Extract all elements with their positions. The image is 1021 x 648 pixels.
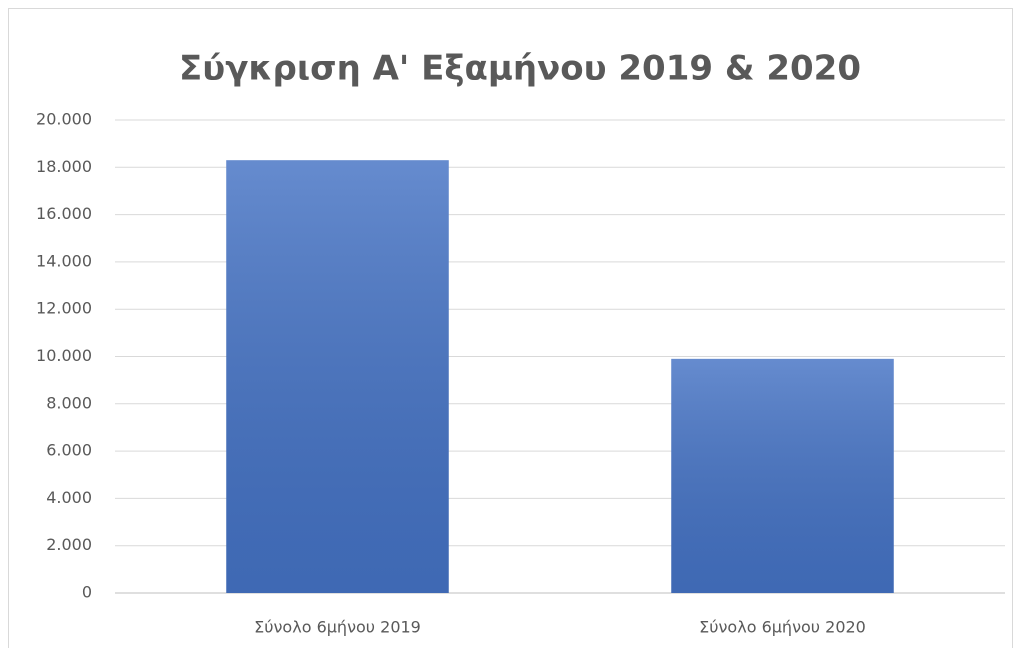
y-tick-label: 2.000 <box>46 535 92 554</box>
y-tick-label: 10.000 <box>36 346 92 365</box>
y-tick-label: 16.000 <box>36 204 92 223</box>
y-tick-label: 18.000 <box>36 157 92 176</box>
y-tick-label: 20.000 <box>36 110 92 129</box>
x-tick-label: Σύνολο 6μήνου 2020 <box>699 618 866 637</box>
y-tick-label: 0 <box>82 583 92 602</box>
y-tick-label: 6.000 <box>46 441 92 460</box>
y-tick-label: 12.000 <box>36 299 92 318</box>
y-tick-label: 4.000 <box>46 488 92 507</box>
y-tick-label: 8.000 <box>46 393 92 412</box>
y-tick-label: 14.000 <box>36 251 92 270</box>
bar <box>671 358 894 593</box>
bar <box>226 160 449 593</box>
chart-title: Σύγκριση Α' Εξαμήνου 2019 & 2020 <box>179 49 861 89</box>
x-tick-label: Σύνολο 6μήνου 2019 <box>254 618 421 637</box>
